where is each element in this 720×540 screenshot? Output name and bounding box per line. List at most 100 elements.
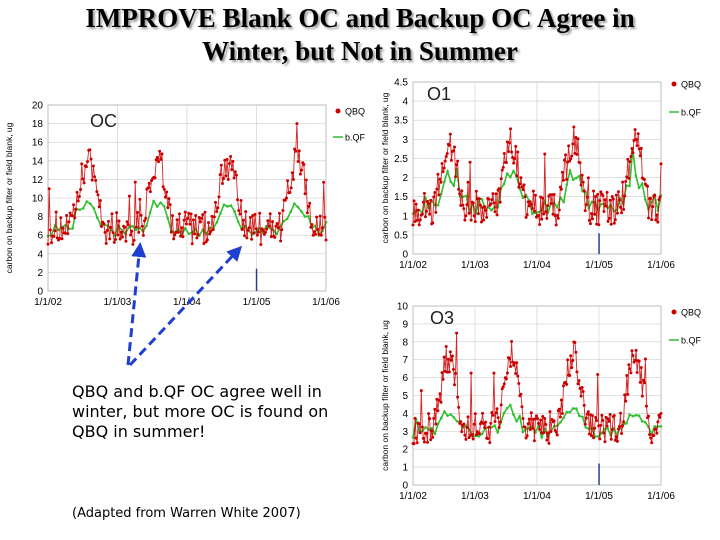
point-bqf (449, 413, 452, 416)
point-qbq (215, 210, 219, 214)
point-qbq (456, 395, 460, 399)
point-bqf (443, 410, 446, 413)
point-bqf (296, 205, 300, 209)
point-qbq (528, 200, 532, 204)
point-bqf (659, 424, 663, 428)
point-bqf (162, 204, 166, 208)
point-qbq (420, 425, 424, 429)
point-qbq (521, 417, 525, 421)
point-qbq (591, 217, 595, 221)
point-qbq (138, 197, 142, 201)
point-qbq (636, 132, 640, 136)
point-qbq (207, 221, 211, 225)
point-qbq (420, 212, 424, 216)
point-bqf (152, 199, 155, 203)
point-qbq (607, 216, 611, 220)
point-qbq (587, 218, 591, 222)
point-qbq (578, 161, 582, 165)
point-bqf (289, 210, 293, 213)
point-qbq (318, 214, 322, 218)
point-qbq (539, 418, 543, 422)
point-qbq (584, 416, 588, 420)
point-bqf (571, 178, 575, 182)
point-bqf (606, 427, 609, 430)
point-qbq (494, 192, 498, 196)
legend-label: b.QF (681, 336, 702, 346)
point-qbq (251, 214, 255, 218)
point-qbq (470, 433, 474, 437)
point-qbq (552, 193, 556, 197)
point-qbq (461, 203, 465, 207)
point-qbq (146, 186, 150, 190)
point-qbq (196, 233, 200, 237)
point-qbq (436, 172, 440, 176)
point-qbq (601, 419, 605, 423)
point-qbq (496, 416, 500, 420)
y-tick-label: 8 (402, 337, 408, 348)
point-qbq (651, 205, 655, 209)
point-qbq (115, 211, 119, 215)
point-qbq (523, 425, 527, 429)
point-qbq (529, 202, 533, 206)
point-qbq (554, 223, 558, 227)
point-qbq (509, 365, 513, 369)
point-bqf (574, 407, 578, 410)
point-qbq (623, 194, 627, 198)
point-qbq (597, 223, 601, 227)
point-bqf (515, 419, 518, 423)
point-bqf (233, 210, 236, 213)
point-qbq (649, 436, 653, 440)
point-qbq (182, 218, 186, 222)
point-bqf (282, 219, 286, 223)
point-qbq (588, 222, 592, 226)
point-qbq (430, 429, 434, 433)
point-qbq (586, 410, 590, 414)
point-qbq (223, 158, 227, 162)
x-tick-label: 1/1/06 (312, 297, 340, 308)
point-qbq (516, 150, 520, 154)
point-bqf (562, 200, 565, 204)
point-qbq (447, 143, 451, 147)
point-bqf (493, 424, 496, 427)
point-qbq (140, 224, 144, 228)
point-qbq (615, 211, 619, 215)
point-bqf (436, 203, 440, 207)
point-qbq (414, 202, 418, 206)
point-qbq (77, 194, 81, 198)
point-qbq (225, 157, 229, 161)
point-qbq (277, 211, 281, 215)
point-qbq (455, 331, 459, 335)
point-qbq (612, 221, 616, 225)
point-qbq (109, 225, 113, 229)
point-qbq (656, 220, 660, 224)
point-qbq (538, 427, 542, 431)
y-tick-label: 1 (402, 463, 408, 474)
point-qbq (495, 213, 499, 217)
point-qbq (498, 200, 502, 204)
point-bqf (285, 217, 289, 221)
point-qbq (169, 230, 173, 234)
point-qbq (274, 224, 278, 228)
point-qbq (231, 159, 235, 163)
chart-title: O1 (427, 84, 451, 104)
point-qbq (605, 190, 609, 194)
point-qbq (49, 241, 53, 245)
point-qbq (413, 416, 417, 420)
point-qbq (593, 426, 597, 430)
point-qbq (143, 219, 147, 223)
point-bqf (187, 232, 191, 236)
point-qbq (448, 132, 452, 136)
point-qbq (267, 224, 271, 228)
point-qbq (623, 393, 627, 397)
point-bqf (590, 200, 594, 204)
point-qbq (557, 407, 561, 411)
point-bqf (574, 176, 578, 180)
point-qbq (427, 412, 431, 416)
point-bqf (637, 414, 641, 417)
point-qbq (531, 189, 535, 193)
point-qbq (76, 199, 80, 203)
point-qbq (294, 149, 298, 153)
y-tick-label: 1.5 (394, 192, 408, 203)
point-qbq (120, 235, 124, 239)
point-qbq (133, 180, 137, 184)
